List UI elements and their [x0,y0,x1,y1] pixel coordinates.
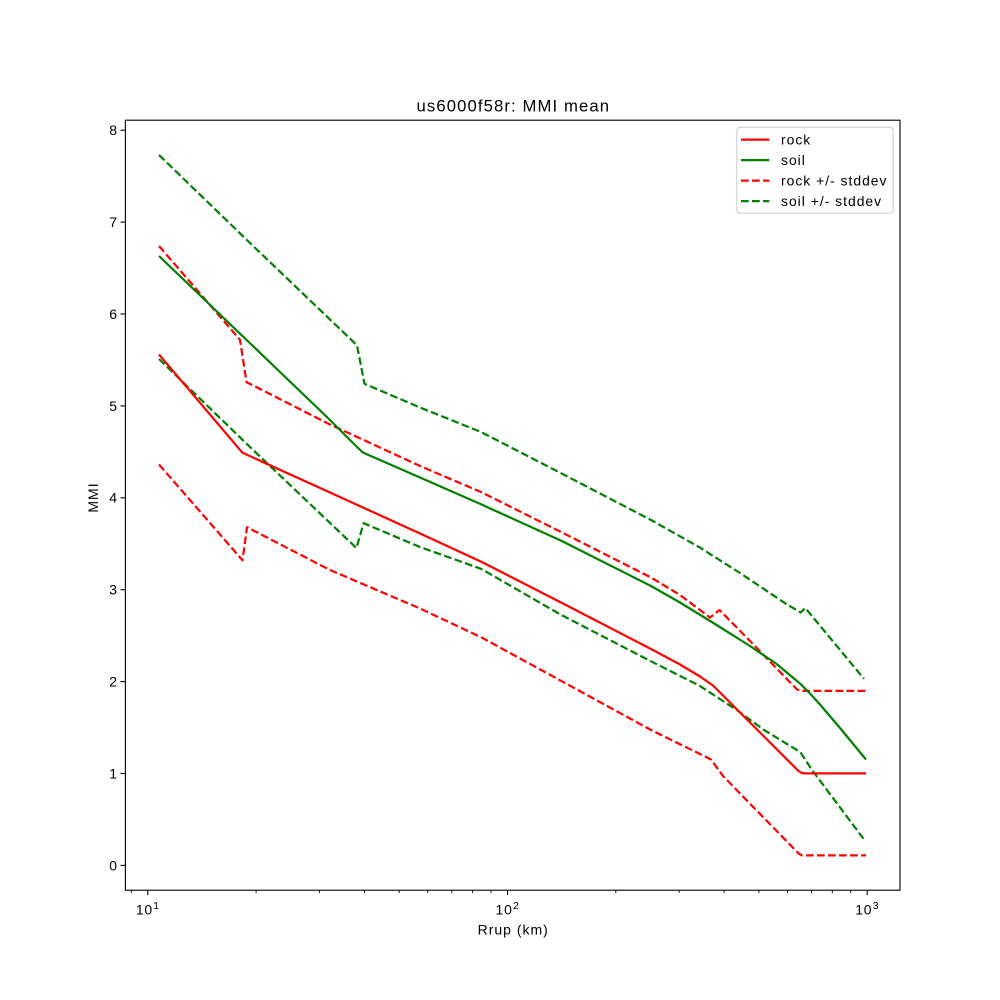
svg-text:1: 1 [109,765,117,781]
svg-text:10: 10 [136,901,153,917]
svg-text:2: 2 [513,900,519,912]
svg-text:rock: rock [781,131,811,147]
svg-text:4: 4 [109,490,117,506]
svg-text:6: 6 [109,306,117,322]
svg-text:soil: soil [781,152,806,168]
svg-text:rock +/- stddev: rock +/- stddev [781,172,887,188]
svg-text:us6000f58r: MMI mean: us6000f58r: MMI mean [417,96,611,115]
svg-text:0: 0 [109,857,117,873]
svg-text:3: 3 [873,900,879,912]
svg-text:Rrup (km): Rrup (km) [478,922,549,938]
svg-text:3: 3 [109,582,117,598]
svg-text:7: 7 [109,214,117,230]
svg-text:10: 10 [855,901,872,917]
svg-text:MMI: MMI [85,482,101,512]
svg-text:8: 8 [109,122,117,138]
svg-text:5: 5 [109,398,117,414]
svg-text:soil +/- stddev: soil +/- stddev [781,193,882,209]
svg-text:10: 10 [496,901,513,917]
svg-text:1: 1 [153,900,159,912]
svg-text:2: 2 [109,674,117,690]
